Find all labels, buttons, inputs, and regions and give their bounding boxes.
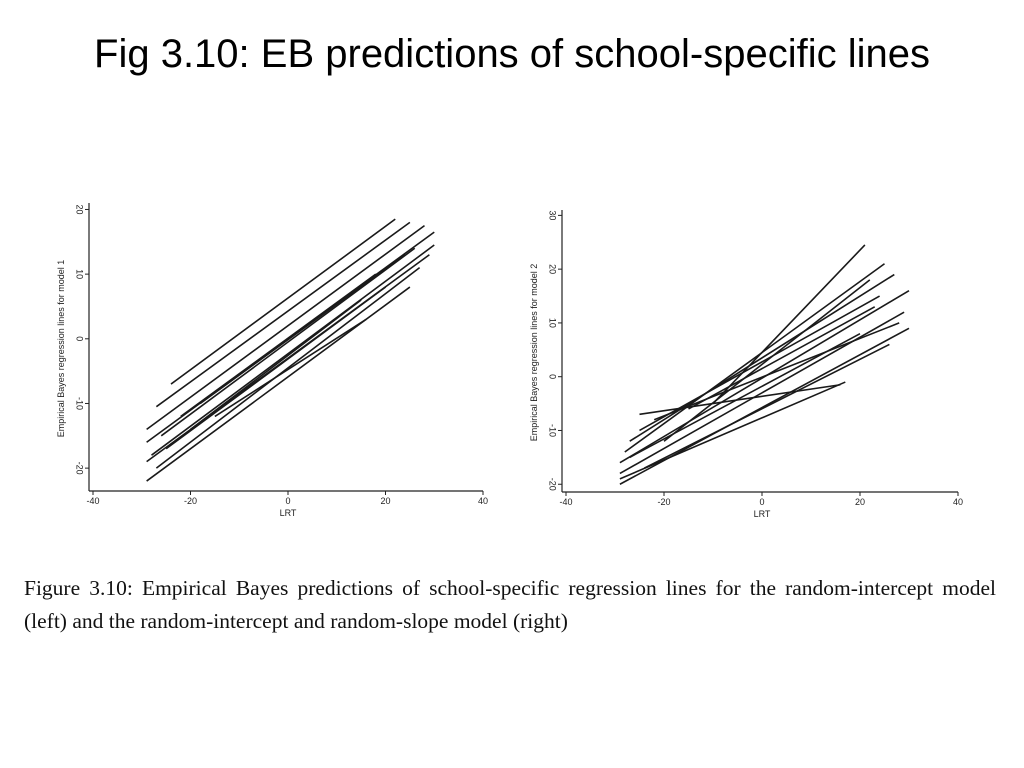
x-tick-label: 20	[855, 497, 865, 507]
y-tick-label: 20	[548, 264, 558, 274]
school-line	[170, 218, 396, 385]
school-line	[639, 295, 880, 432]
y-tick-label: 20	[75, 204, 85, 214]
y-tick-label: -20	[75, 462, 85, 475]
school-line	[619, 327, 910, 485]
x-tick-label: -20	[657, 497, 670, 507]
school-line	[146, 286, 411, 482]
school-line	[629, 273, 895, 442]
x-tick-label: -20	[184, 496, 197, 506]
y-tick-label: -10	[75, 397, 85, 410]
x-tick-label: 20	[380, 496, 390, 506]
slide-title: Fig 3.10: EB predictions of school-speci…	[94, 32, 930, 76]
school-line	[688, 306, 876, 410]
school-line	[180, 273, 377, 418]
school-line	[644, 343, 890, 469]
school-line	[214, 318, 367, 418]
school-line	[639, 383, 841, 416]
school-line	[165, 286, 386, 450]
school-line	[624, 263, 885, 453]
x-tick-label: 40	[478, 496, 488, 506]
school-line	[712, 244, 866, 405]
x-tick-label: 0	[759, 497, 764, 507]
y-tick-label: 0	[548, 374, 558, 379]
x-tick-label: 40	[953, 497, 963, 507]
school-line	[160, 247, 416, 437]
y-axis-label: Empirical Bayes regression lines for mod…	[56, 260, 66, 438]
x-tick-label: -40	[559, 497, 572, 507]
x-axis-label: LRT	[280, 508, 297, 518]
school-line	[619, 381, 846, 480]
school-line	[190, 299, 362, 430]
school-line	[155, 221, 411, 408]
y-axis-label: Empirical Bayes regression lines for mod…	[529, 264, 539, 442]
y-tick-label: 30	[548, 210, 558, 220]
y-tick-label: 10	[548, 318, 558, 328]
x-tick-label: -40	[86, 496, 99, 506]
school-line	[146, 224, 425, 430]
y-tick-label: -10	[548, 424, 558, 437]
school-line	[155, 267, 421, 469]
school-line	[629, 332, 861, 459]
x-axis-label: LRT	[754, 509, 771, 519]
school-line	[663, 279, 871, 442]
school-line	[619, 311, 905, 475]
x-tick-label: 0	[285, 496, 290, 506]
y-tick-label: 10	[75, 269, 85, 279]
y-tick-label: 0	[75, 336, 85, 341]
school-line	[199, 254, 406, 405]
school-line	[151, 244, 435, 456]
y-tick-label: -20	[548, 478, 558, 491]
figure-caption: Figure 3.10: Empirical Bayes predictions…	[24, 576, 996, 633]
school-line	[653, 322, 900, 421]
